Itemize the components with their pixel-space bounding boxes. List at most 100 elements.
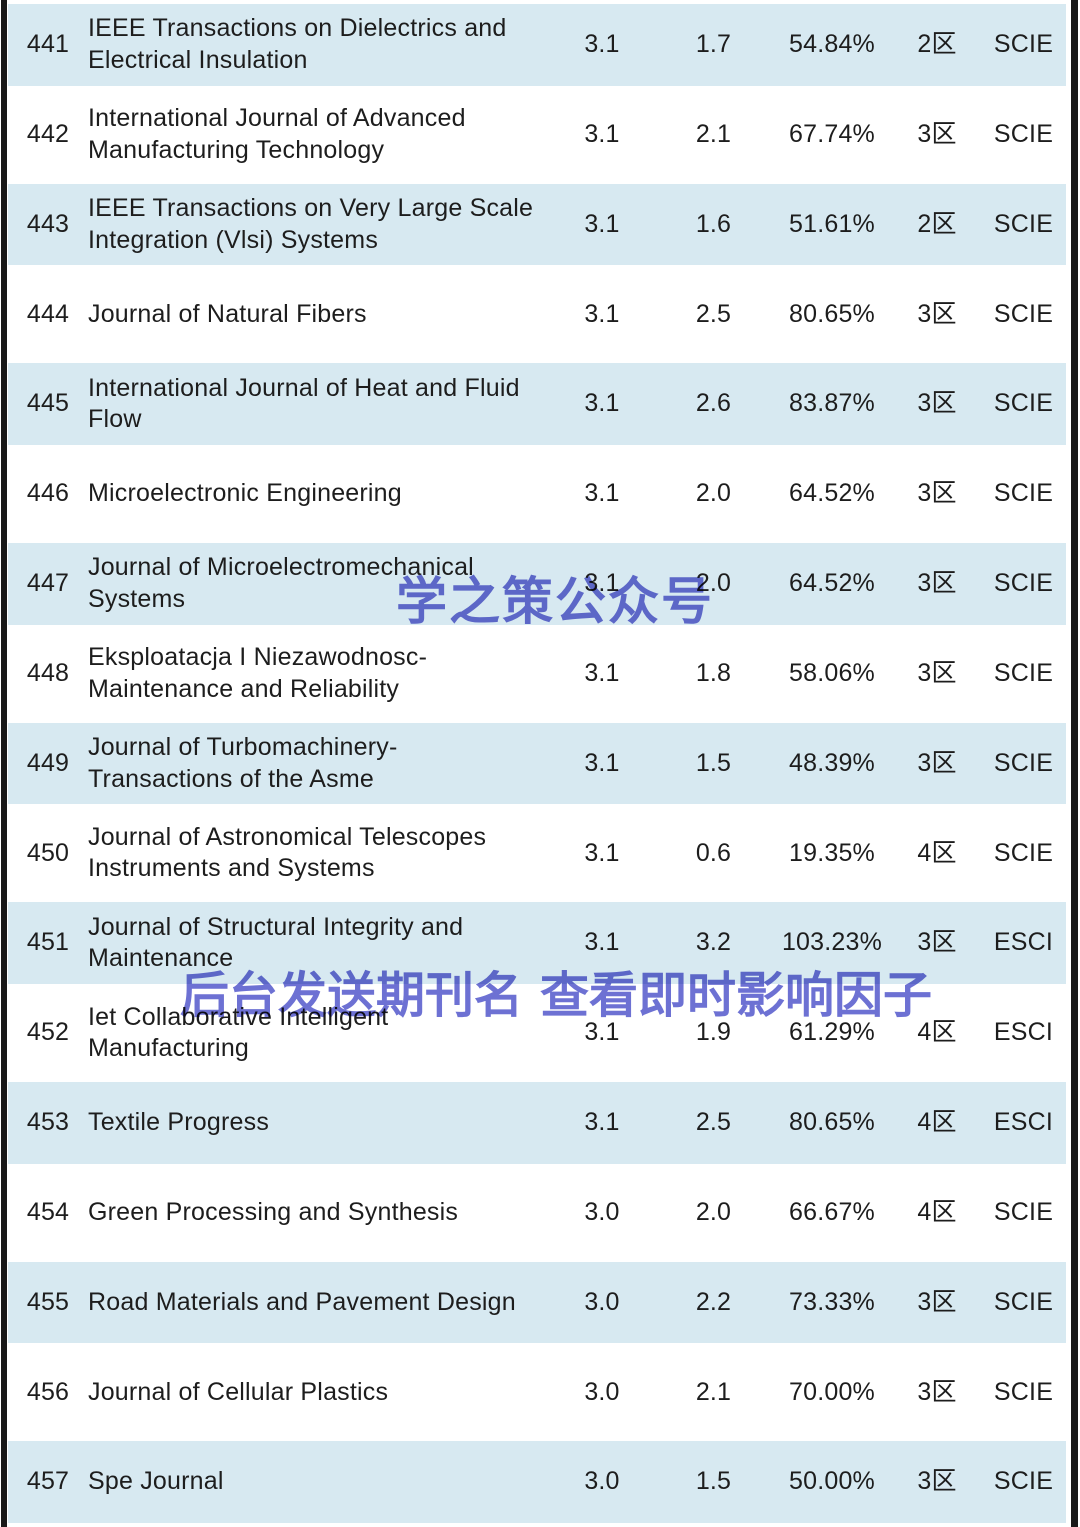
journal-rank: 454 <box>26 1197 70 1226</box>
journal-rank: 448 <box>26 658 70 687</box>
row-band: 442 International Journal of Advanced Ma… <box>8 94 1066 176</box>
index-database: SCIE <box>993 838 1054 867</box>
immediacy-index-value: 3.2 <box>695 928 732 957</box>
journal-name: Spe Journal <box>88 1467 224 1496</box>
cas-partition: 2区 <box>917 209 957 238</box>
journal-rank: 455 <box>26 1287 70 1316</box>
journal-rank: 444 <box>26 299 70 328</box>
index-database: SCIE <box>993 1467 1054 1496</box>
percent-value: 73.33% <box>789 1287 875 1316</box>
index-database: ESCI <box>993 1108 1054 1137</box>
row-band: 448 Eksploatacja I Niezawodnosc-Maintena… <box>8 633 1066 715</box>
immediacy-index-value: 0.6 <box>695 838 732 867</box>
journal-name: International Journal of Advanced Manufa… <box>88 104 466 164</box>
index-database: SCIE <box>993 569 1054 598</box>
percent-value: 103.23% <box>781 928 883 957</box>
journal-rank: 443 <box>26 209 70 238</box>
immediacy-index-value: 2.0 <box>695 1197 732 1226</box>
percent-value: 67.74% <box>789 119 875 148</box>
immediacy-index-value: 1.8 <box>695 658 732 687</box>
table-row: 448 Eksploatacja I Niezawodnosc-Maintena… <box>8 629 1066 719</box>
row-band: 454 Green Processing and Synthesis 3.0 2… <box>8 1172 1066 1254</box>
percent-value: 83.87% <box>789 389 875 418</box>
journal-name: Textile Progress <box>88 1108 270 1137</box>
impact-factor-value: 3.1 <box>584 299 620 328</box>
impact-factor-value: 3.1 <box>584 658 620 687</box>
percent-value: 19.35% <box>789 838 875 867</box>
impact-factor-value: 3.1 <box>584 748 620 777</box>
row-band: 453 Textile Progress 3.1 2.5 80.65% 4区 E… <box>8 1081 1066 1164</box>
impact-factor-value: 3.1 <box>584 569 620 598</box>
table-row: 444 Journal of Natural Fibers 3.1 2.5 80… <box>8 269 1066 359</box>
journal-name: Iet Collaborative Intelligent Manufactur… <box>88 1002 389 1063</box>
immediacy-index-value: 1.7 <box>695 30 732 59</box>
row-band: 456 Journal of Cellular Plastics 3.0 2.1… <box>8 1351 1066 1433</box>
table-row: 455 Road Materials and Pavement Design 3… <box>8 1258 1066 1348</box>
cas-partition: 4区 <box>917 1108 957 1137</box>
journal-rank: 450 <box>26 838 70 867</box>
cas-partition: 4区 <box>917 1018 957 1047</box>
journal-rank: 441 <box>26 30 70 59</box>
table-row: 443 IEEE Transactions on Very Large Scal… <box>8 180 1066 270</box>
impact-factor-value: 3.1 <box>584 479 620 508</box>
immediacy-index-value: 1.6 <box>695 209 732 238</box>
impact-factor-value: 3.0 <box>584 1467 620 1496</box>
percent-value: 80.65% <box>789 1108 875 1137</box>
cas-partition: 4区 <box>917 838 957 867</box>
table-row: 451 Journal of Structural Integrity and … <box>8 898 1066 988</box>
journal-rank: 456 <box>26 1377 70 1406</box>
journal-rank: 446 <box>26 479 70 508</box>
table-row: 449 Journal of Turbomachinery-Transactio… <box>8 719 1066 809</box>
table-row: 453 Textile Progress 3.1 2.5 80.65% 4区 E… <box>8 1078 1066 1168</box>
journal-name: Journal of Astronomical Telescopes Instr… <box>88 822 487 883</box>
index-database: SCIE <box>993 119 1054 148</box>
cas-partition: 3区 <box>917 928 957 957</box>
journal-name: International Journal of Heat and Fluid … <box>88 373 520 434</box>
cas-partition: 4区 <box>917 1197 957 1226</box>
row-band: 450 Journal of Astronomical Telescopes I… <box>8 812 1066 894</box>
immediacy-index-value: 1.5 <box>695 1467 732 1496</box>
cas-partition: 3区 <box>917 658 957 687</box>
immediacy-index-value: 2.1 <box>695 119 732 148</box>
percent-value: 50.00% <box>789 1467 875 1496</box>
cas-partition: 3区 <box>917 1467 957 1496</box>
percent-value: 80.65% <box>789 299 875 328</box>
journal-name: Journal of Structural Integrity and Main… <box>88 912 464 973</box>
immediacy-index-value: 1.5 <box>695 748 732 777</box>
watermark-account-name: 学之策公众号 <box>396 572 715 632</box>
table-row: 445 International Journal of Heat and Fl… <box>8 359 1066 449</box>
journal-name: Journal of Turbomachinery-Transactions o… <box>88 733 398 793</box>
index-database: ESCI <box>993 1018 1054 1047</box>
row-band: 451 Journal of Structural Integrity and … <box>8 902 1066 985</box>
row-band: 457 Spe Journal 3.0 1.5 50.00% 3区 SCIE <box>8 1441 1066 1524</box>
index-database: SCIE <box>993 1287 1054 1316</box>
cas-partition: 3区 <box>917 1287 957 1316</box>
percent-value: 58.06% <box>789 658 875 687</box>
row-band: 447 Journal of Microelectromechanical Sy… <box>8 542 1066 625</box>
journal-name: Green Processing and Synthesis <box>88 1197 459 1226</box>
immediacy-index-value: 2.0 <box>695 569 732 598</box>
index-database: SCIE <box>993 389 1054 418</box>
journal-rank: 445 <box>26 389 70 418</box>
index-database: SCIE <box>993 209 1054 238</box>
percent-value: 64.52% <box>789 569 875 598</box>
row-band: 441 IEEE Transactions on Dielectrics and… <box>8 4 1066 86</box>
cas-partition: 3区 <box>917 389 957 418</box>
immediacy-index-value: 2.1 <box>695 1377 732 1406</box>
index-database: SCIE <box>993 479 1054 508</box>
journal-rank: 447 <box>26 569 70 598</box>
table-row: 441 IEEE Transactions on Dielectrics and… <box>8 0 1066 90</box>
impact-factor-value: 3.1 <box>584 838 620 867</box>
row-band: 452 Iet Collaborative Intelligent Manufa… <box>8 992 1066 1074</box>
left-border-bar <box>1 0 7 1527</box>
percent-value: 66.67% <box>789 1197 875 1226</box>
journal-table: 441 IEEE Transactions on Dielectrics and… <box>8 0 1066 1527</box>
journal-name: Road Materials and Pavement Design <box>88 1287 516 1316</box>
index-database: SCIE <box>993 658 1054 687</box>
impact-factor-value: 3.1 <box>584 119 620 148</box>
journal-name: Eksploatacja I Niezawodnosc-Maintenance … <box>88 643 428 703</box>
immediacy-index-value: 2.6 <box>695 389 732 418</box>
journal-rank: 453 <box>26 1108 70 1137</box>
percent-value: 61.29% <box>789 1018 875 1047</box>
index-database: SCIE <box>993 30 1054 59</box>
